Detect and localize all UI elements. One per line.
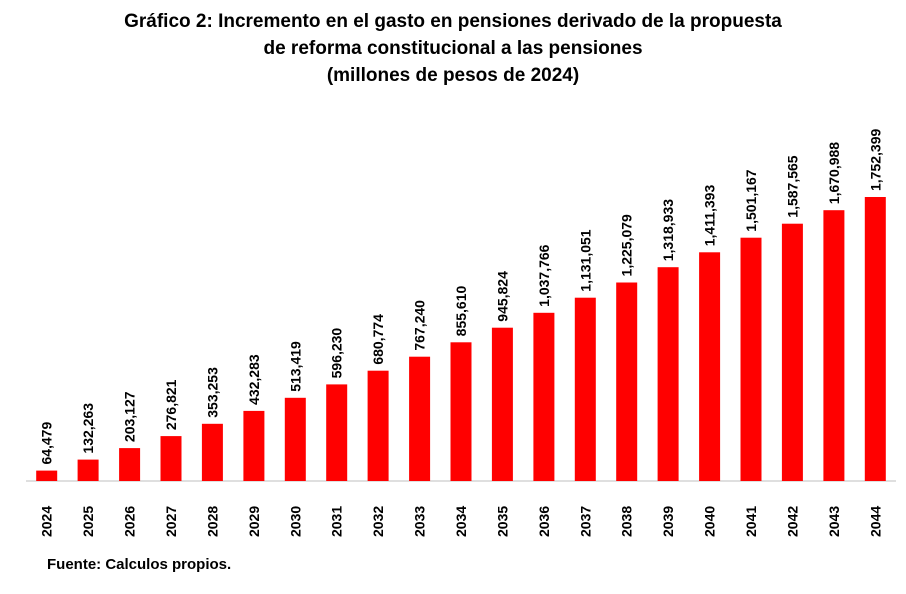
value-label-2041: 1,501,167 <box>743 169 759 231</box>
value-label-2026: 203,127 <box>122 391 138 442</box>
bar-2035 <box>491 327 513 481</box>
value-label-2042: 1,587,565 <box>784 155 800 217</box>
chart-title-line-3: (millones de pesos de 2024) <box>326 65 580 86</box>
chart-title-line-1: Gráfico 2: Incremento en el gasto en pen… <box>124 11 782 32</box>
value-label-2036: 1,037,766 <box>536 244 552 306</box>
value-label-2024: 64,479 <box>39 422 55 465</box>
bar-2026 <box>119 448 141 481</box>
category-label-2037: 2037 <box>577 506 593 537</box>
category-label-2029: 2029 <box>246 506 262 537</box>
category-label-2030: 2030 <box>287 506 303 537</box>
bar-2032 <box>367 370 389 481</box>
value-label-2027: 276,821 <box>163 379 179 430</box>
bar-2030 <box>284 397 306 481</box>
chart-title-line-2: de reforma constitucional a las pensione… <box>263 38 643 59</box>
bar-2041 <box>740 237 762 481</box>
bar-2044 <box>864 197 886 481</box>
bar-2040 <box>699 252 721 481</box>
value-label-2044: 1,752,399 <box>867 129 883 191</box>
category-label-2044: 2044 <box>867 506 883 537</box>
bar-2027 <box>160 436 182 481</box>
bar-2025 <box>77 459 99 481</box>
category-label-2034: 2034 <box>453 506 469 537</box>
bar-2038 <box>616 282 638 481</box>
category-label-2036: 2036 <box>536 506 552 537</box>
category-label-2041: 2041 <box>743 506 759 537</box>
value-label-2034: 855,610 <box>453 286 469 337</box>
bar-2039 <box>657 267 679 481</box>
source-note: Fuente: Calculos propios. <box>47 556 232 573</box>
value-label-2029: 432,283 <box>246 354 262 405</box>
value-label-2031: 596,230 <box>329 328 345 379</box>
category-label-2038: 2038 <box>619 506 635 537</box>
bar-2036 <box>533 312 555 481</box>
bar-2042 <box>781 223 803 481</box>
bar-2031 <box>326 384 348 481</box>
category-label-2033: 2033 <box>412 506 428 537</box>
category-label-2043: 2043 <box>826 506 842 537</box>
bar-2029 <box>243 410 265 481</box>
category-label-2031: 2031 <box>329 506 345 537</box>
chart-title: Gráfico 2: Incremento en el gasto en pen… <box>0 8 906 89</box>
value-label-2030: 513,419 <box>287 341 303 392</box>
category-label-2027: 2027 <box>163 506 179 537</box>
category-label-2032: 2032 <box>370 506 386 537</box>
value-label-2037: 1,131,051 <box>577 229 593 291</box>
bar-2024 <box>36 470 58 481</box>
bar-2033 <box>409 356 431 481</box>
category-label-2025: 2025 <box>80 506 96 537</box>
bar-2037 <box>574 297 596 481</box>
value-label-2032: 680,774 <box>370 314 386 365</box>
category-label-2024: 2024 <box>39 506 55 537</box>
value-label-2025: 132,263 <box>80 403 96 454</box>
category-label-2035: 2035 <box>494 506 510 537</box>
category-label-2039: 2039 <box>660 506 676 537</box>
value-label-2028: 353,253 <box>204 367 220 418</box>
category-label-2026: 2026 <box>122 506 138 537</box>
value-label-2043: 1,670,988 <box>826 142 842 204</box>
value-label-2033: 767,240 <box>412 300 428 351</box>
category-label-2042: 2042 <box>784 506 800 537</box>
bar-2034 <box>450 342 472 481</box>
value-label-2038: 1,225,079 <box>619 214 635 276</box>
value-label-2035: 945,824 <box>494 271 510 322</box>
value-label-2040: 1,411,393 <box>702 185 718 247</box>
category-label-2040: 2040 <box>702 506 718 537</box>
bar-2043 <box>823 210 845 481</box>
category-label-2028: 2028 <box>204 506 220 537</box>
value-label-2039: 1,318,933 <box>660 199 676 261</box>
bar-2028 <box>201 423 223 481</box>
